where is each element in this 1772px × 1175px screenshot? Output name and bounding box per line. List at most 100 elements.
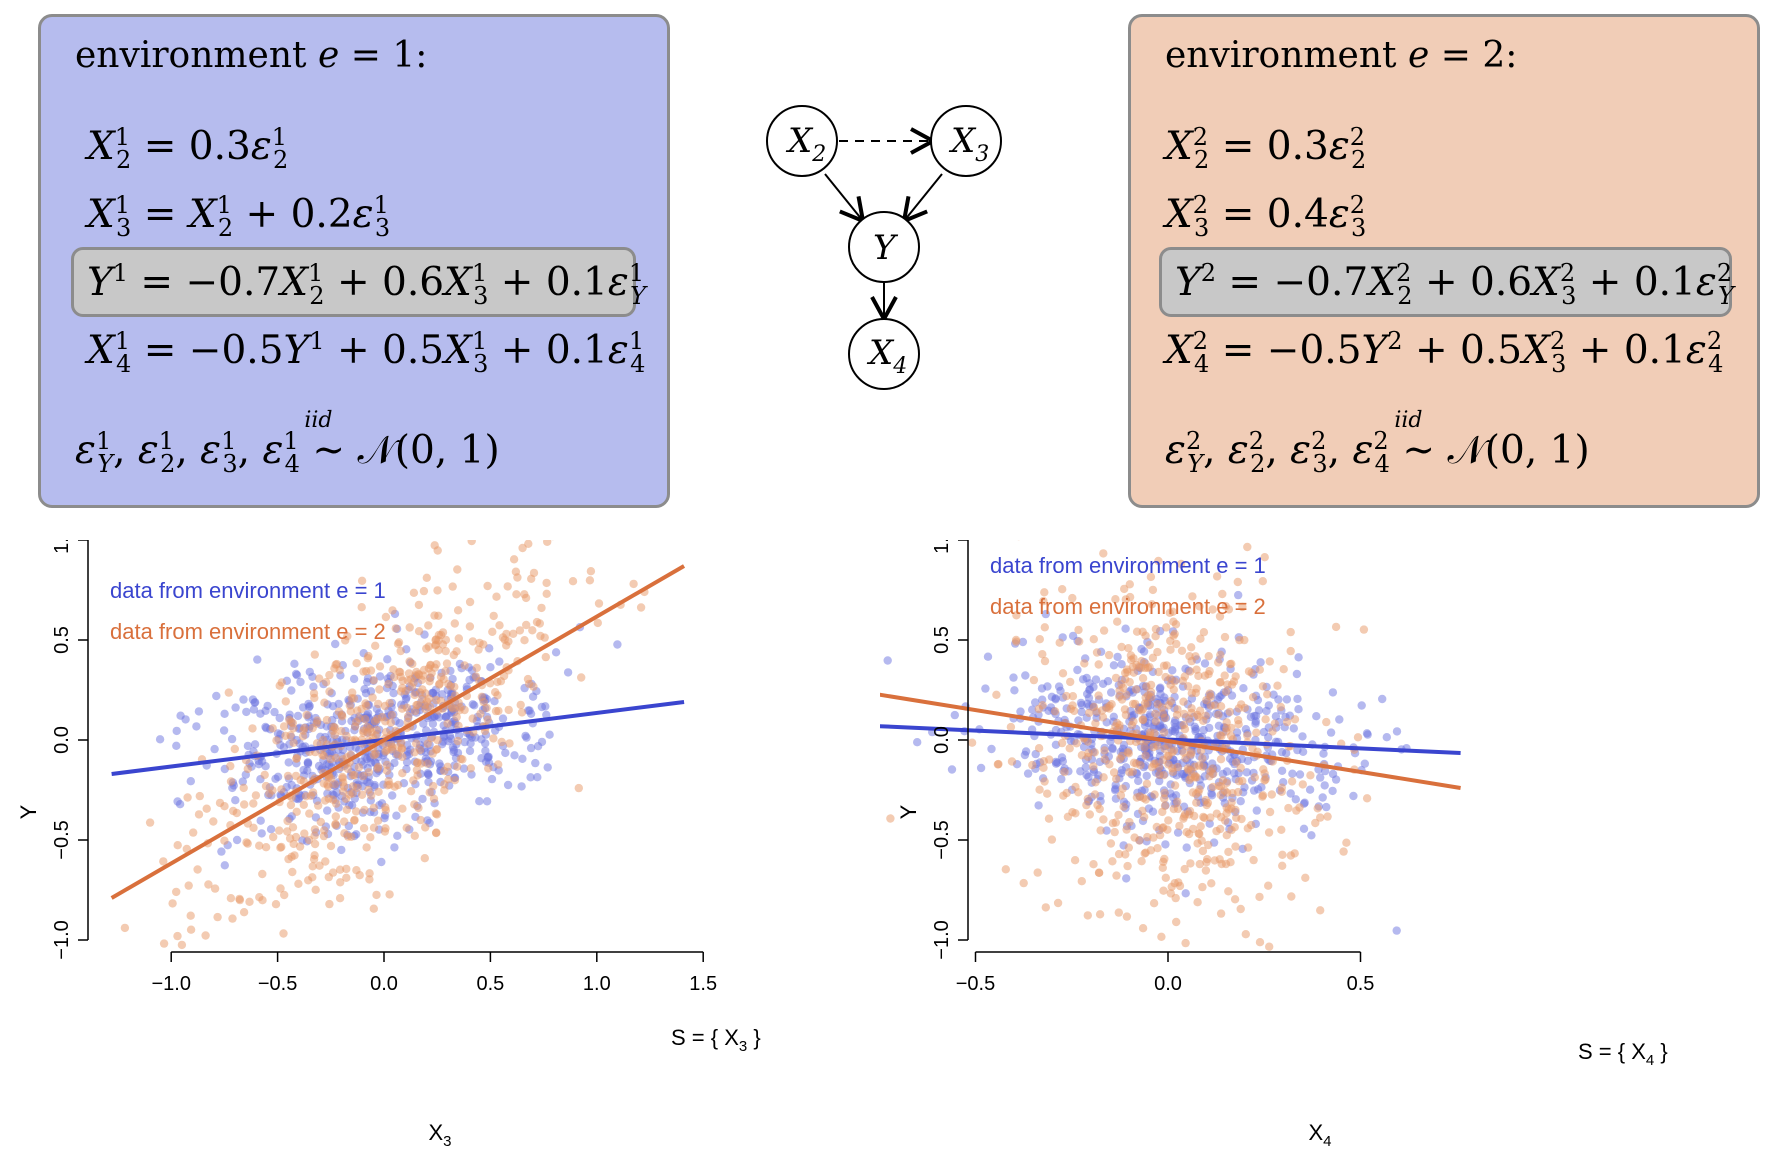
data-point-env1 <box>465 746 475 756</box>
data-point-env2 <box>1040 588 1049 597</box>
data-point-env2 <box>518 543 527 553</box>
data-point-env2 <box>492 592 501 601</box>
data-point-env2 <box>1006 722 1016 732</box>
data-point-env1 <box>1293 694 1302 704</box>
chart2-axes: −1.0−0.50.00.51.0−0.5 0.0 0.5 <box>931 540 1374 995</box>
data-point-env2 <box>1216 755 1226 764</box>
data-point-env2 <box>328 795 338 804</box>
data-point-env2 <box>299 726 308 735</box>
data-point-env2 <box>173 841 182 850</box>
data-point-env1 <box>155 735 165 744</box>
data-point-env2 <box>1342 838 1351 847</box>
data-point-env2 <box>1112 774 1121 784</box>
data-point-env1 <box>1286 789 1295 798</box>
chart2-fit-lines <box>880 692 1461 790</box>
y-tick-label: 0.0 <box>931 726 953 754</box>
data-point-env2 <box>1222 778 1231 788</box>
data-point-env2 <box>1290 715 1300 724</box>
data-point-env1 <box>1043 682 1052 691</box>
data-point-env2 <box>1231 672 1240 681</box>
data-point-env2 <box>1180 864 1189 874</box>
data-point-env2 <box>1138 924 1148 933</box>
data-point-env1 <box>390 758 399 768</box>
data-point-env2 <box>235 895 245 905</box>
data-point-env2 <box>1140 849 1149 858</box>
data-point-env2 <box>1114 849 1124 859</box>
data-point-env2 <box>393 750 402 759</box>
data-point-env2 <box>243 839 252 848</box>
data-point-env2 <box>1085 810 1094 819</box>
data-point-env2 <box>1138 715 1147 724</box>
env1-eq-x3: X13 = X12 + 0.2ε13 <box>87 191 391 242</box>
data-point-env2 <box>1199 628 1209 637</box>
data-point-env2 <box>321 678 331 687</box>
data-point-env2 <box>1162 623 1171 632</box>
data-point-env2 <box>433 586 442 595</box>
y-tick-label: 0.5 <box>931 626 953 654</box>
data-point-env2 <box>1125 580 1134 589</box>
data-point-env2 <box>1362 794 1372 803</box>
node-y-label: Y <box>873 228 899 268</box>
data-point-env2 <box>1172 639 1181 649</box>
data-point-env1 <box>1294 653 1303 662</box>
data-point-env2 <box>213 912 222 922</box>
data-point-env2 <box>1012 637 1021 646</box>
data-point-env2 <box>404 712 413 721</box>
data-point-env2 <box>1104 650 1114 660</box>
data-point-env2 <box>385 890 394 899</box>
data-point-env2 <box>529 682 538 691</box>
data-point-env2 <box>1278 850 1287 859</box>
data-point-env2 <box>1070 856 1080 865</box>
data-point-env2 <box>339 778 348 787</box>
data-point-env2 <box>201 931 210 940</box>
data-point-env2 <box>245 897 254 906</box>
data-point-env2 <box>226 777 236 786</box>
data-point-env2 <box>365 875 374 884</box>
data-point-env2 <box>499 671 509 681</box>
data-point-env2 <box>450 776 460 785</box>
data-point-env2 <box>1255 665 1264 674</box>
data-point-env2 <box>1085 708 1094 718</box>
data-point-env1 <box>551 648 561 657</box>
data-point-env2 <box>1141 751 1150 760</box>
data-point-env2 <box>1179 697 1188 706</box>
data-point-env2 <box>204 880 213 889</box>
data-point-env1 <box>239 695 248 704</box>
data-point-env1 <box>1173 828 1183 837</box>
data-point-env1 <box>482 797 492 806</box>
data-point-env2 <box>380 701 390 711</box>
data-point-env2 <box>1108 857 1117 866</box>
env1-eq-x4: X14 = −0.5Y1 + 0.5X13 + 0.1ε14 <box>87 327 646 378</box>
data-point-env1 <box>446 734 456 744</box>
data-point-env2 <box>249 823 258 832</box>
data-point-env2 <box>1125 817 1134 827</box>
data-point-env2 <box>342 873 351 882</box>
data-point-env2 <box>1216 678 1225 687</box>
data-point-env2 <box>1206 767 1215 776</box>
data-point-env2 <box>520 636 529 645</box>
data-point-env2 <box>357 603 366 612</box>
data-point-env1 <box>1117 766 1127 775</box>
data-point-env2 <box>442 659 452 668</box>
data-point-env2 <box>1040 777 1049 786</box>
data-point-env1 <box>467 770 476 779</box>
data-point-env2 <box>1243 542 1252 552</box>
data-point-env2 <box>374 699 383 709</box>
data-point-env2 <box>1124 749 1133 758</box>
data-point-env1 <box>1382 733 1391 742</box>
data-point-env2 <box>1114 810 1123 820</box>
data-point-env2 <box>319 831 329 841</box>
x-tick-label: 1.0 <box>583 973 611 995</box>
data-point-env2 <box>465 622 475 631</box>
data-point-env2 <box>1164 816 1173 825</box>
data-point-env2 <box>1270 719 1279 728</box>
data-point-env2 <box>1359 625 1369 634</box>
data-point-env2 <box>369 823 379 832</box>
data-point-env2 <box>1071 782 1080 792</box>
data-point-env2 <box>411 707 420 716</box>
data-point-env2 <box>504 705 513 715</box>
data-point-env2 <box>1095 910 1105 919</box>
data-point-env2 <box>308 723 317 733</box>
chart1-legend-env2: data from environment e = 2 <box>110 619 386 644</box>
data-point-env2 <box>145 818 155 827</box>
